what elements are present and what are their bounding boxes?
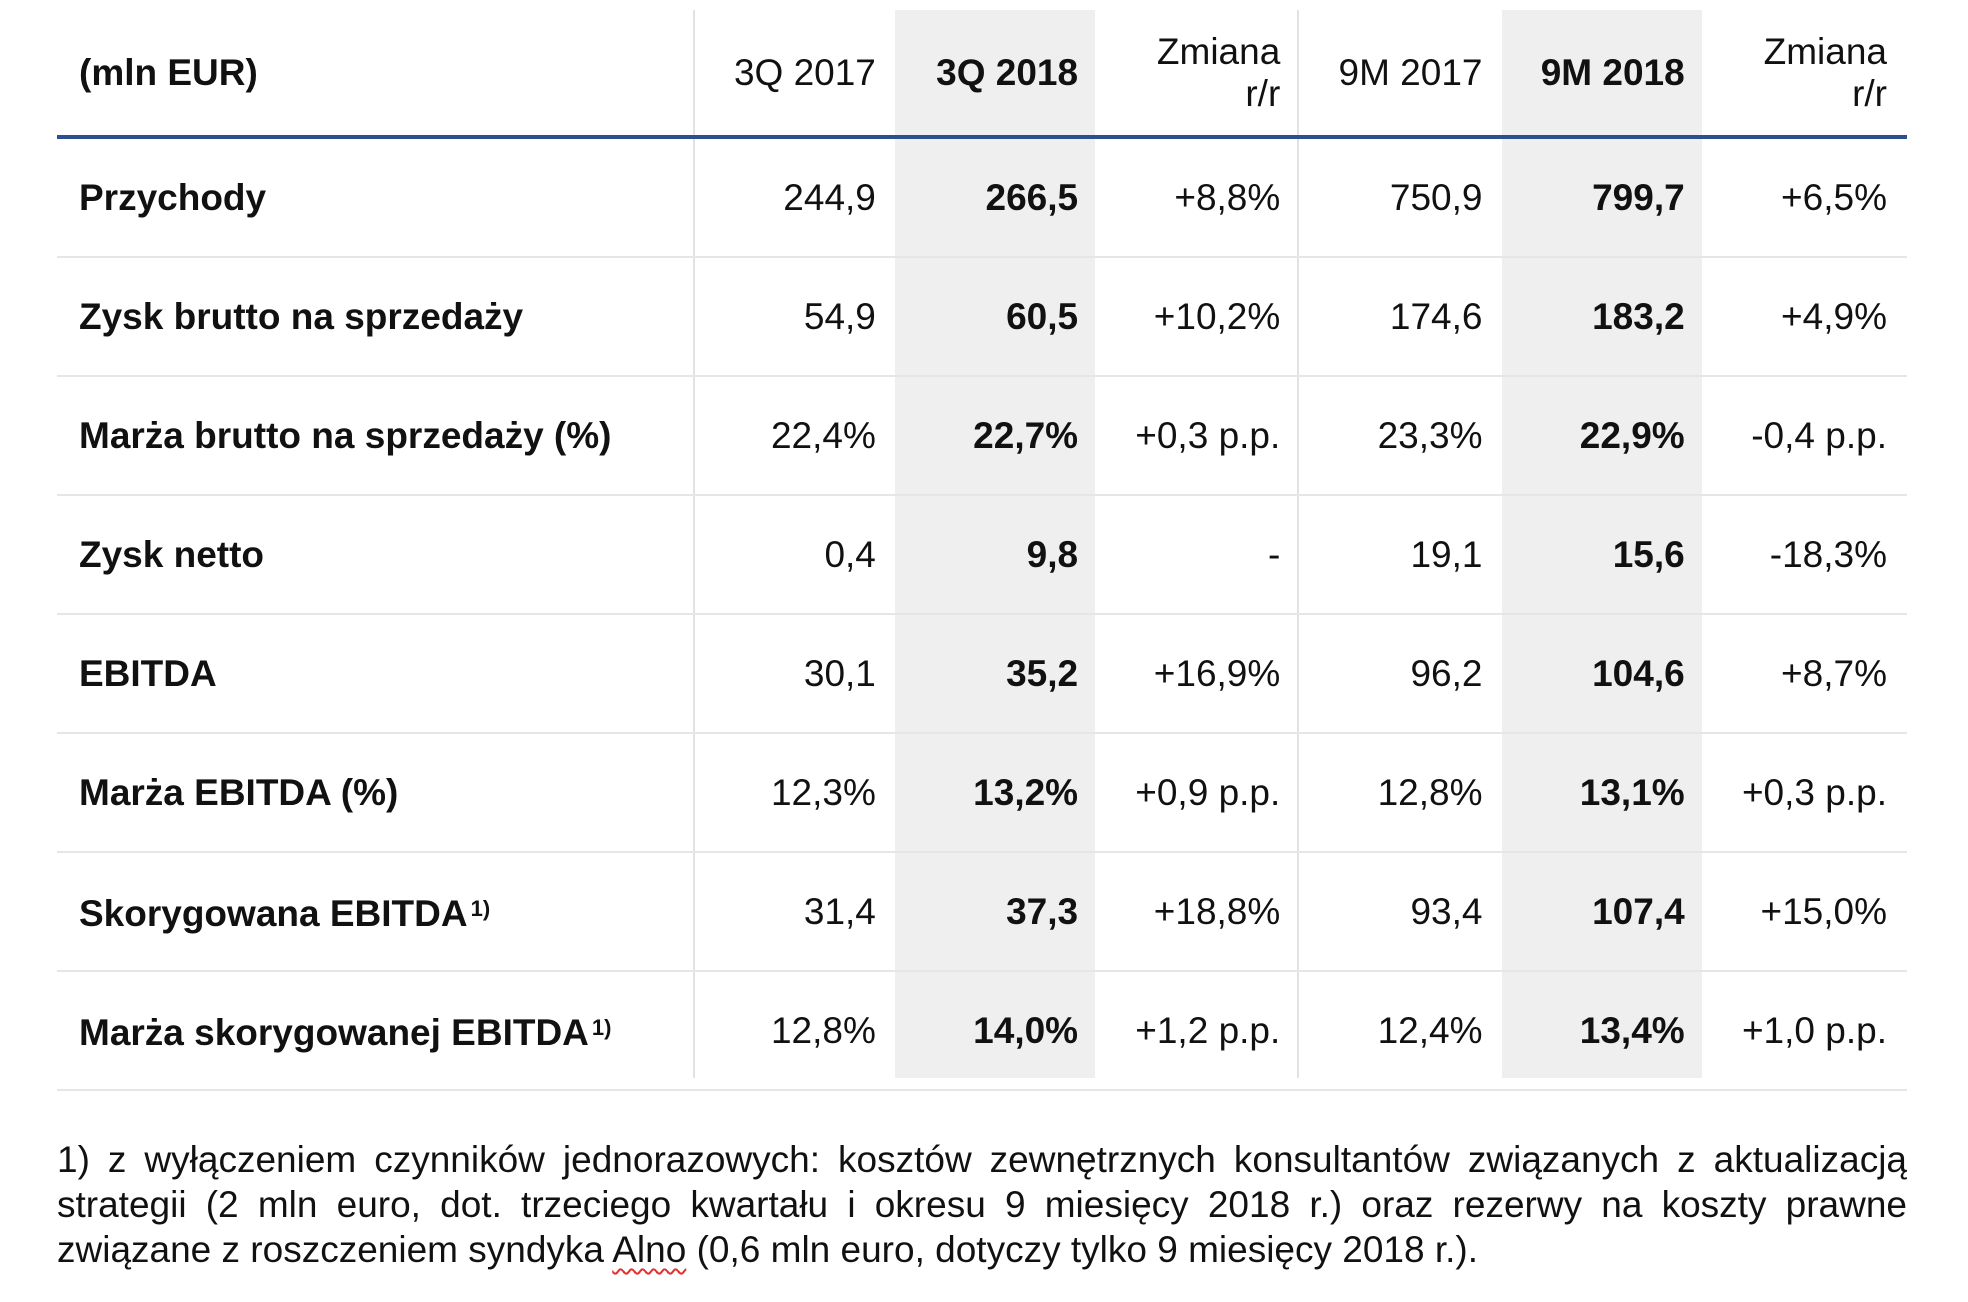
row-label: Zysk netto xyxy=(57,495,694,615)
footnote: 1) z wyłączeniem czynników jednorazowych… xyxy=(57,1137,1907,1272)
table-row: Marża brutto na sprzedaży (%) 22,4% 22,7… xyxy=(57,376,1907,496)
table-header: (mln EUR) 3Q 2017 3Q 2018 Zmiana r/r 9M … xyxy=(57,10,1907,139)
row-label-text: Marża EBITDA (%) xyxy=(79,771,399,813)
cell-quarter-change: +8,8% xyxy=(1098,137,1301,258)
header-nine-month-change: Zmiana r/r xyxy=(1704,10,1907,139)
cell-3q-2018: 13,2% xyxy=(895,733,1099,853)
cell-9m-2017: 19,1 xyxy=(1300,495,1503,615)
cell-3q-2017: 30,1 xyxy=(693,614,896,734)
cell-9m-2017: 96,2 xyxy=(1300,614,1503,734)
row-label: Skorygowana EBITDA 1) xyxy=(57,852,694,972)
cell-3q-2017: 244,9 xyxy=(693,137,896,258)
row-label-text: Zysk netto xyxy=(79,533,265,575)
footnote-text-before: 1) z wyłączeniem czynników jednorazowych… xyxy=(57,1139,1907,1270)
footnote-text-after: (0,6 mln euro, dotyczy tylko 9 miesięcy … xyxy=(686,1229,1479,1270)
cell-nine-month-change: +15,0% xyxy=(1704,852,1907,972)
row-label-text: Skorygowana EBITDA xyxy=(79,893,468,934)
header-unit-label: (mln EUR) xyxy=(57,10,694,139)
header-nine-month-change-line1: Zmiana xyxy=(1763,30,1887,72)
cell-9m-2017: 93,4 xyxy=(1300,852,1503,972)
footnote-marker: 1) xyxy=(591,1015,612,1040)
table-body: Przychody 244,9 266,5 +8,8% 750,9 799,7 … xyxy=(57,137,1907,1091)
header-3q-2017: 3Q 2017 xyxy=(693,10,896,139)
cell-nine-month-change: -0,4 p.p. xyxy=(1704,376,1907,496)
cell-9m-2017: 174,6 xyxy=(1300,257,1503,377)
cell-nine-month-change: +6,5% xyxy=(1704,137,1907,258)
cell-3q-2018: 37,3 xyxy=(895,852,1099,972)
header-quarter-change-line1: Zmiana xyxy=(1156,30,1281,72)
header-row: (mln EUR) 3Q 2017 3Q 2018 Zmiana r/r 9M … xyxy=(57,10,1907,139)
cell-nine-month-change: +1,0 p.p. xyxy=(1704,971,1907,1091)
cell-9m-2018: 107,4 xyxy=(1502,852,1705,972)
cell-3q-2017: 54,9 xyxy=(693,257,896,377)
cell-3q-2018: 60,5 xyxy=(895,257,1099,377)
row-label-text: EBITDA xyxy=(79,652,217,694)
table-row: EBITDA 30,1 35,2 +16,9% 96,2 104,6 +8,7% xyxy=(57,614,1907,734)
row-label: EBITDA xyxy=(57,614,694,734)
cell-3q-2018: 14,0% xyxy=(895,971,1099,1091)
financial-results-table: (mln EUR) 3Q 2017 3Q 2018 Zmiana r/r 9M … xyxy=(57,10,1907,1091)
cell-3q-2018: 9,8 xyxy=(895,495,1099,615)
cell-3q-2018: 22,7% xyxy=(895,376,1099,496)
cell-9m-2018: 22,9% xyxy=(1502,376,1705,496)
table-row: Zysk brutto na sprzedaży 54,9 60,5 +10,2… xyxy=(57,257,1907,377)
row-label-text: Marża brutto na sprzedaży (%) xyxy=(79,414,612,456)
cell-3q-2017: 22,4% xyxy=(693,376,896,496)
table-row: Zysk netto 0,4 9,8 - 19,1 15,6 -18,3% xyxy=(57,495,1907,615)
cell-quarter-change: +18,8% xyxy=(1098,852,1301,972)
table-row: Skorygowana EBITDA 1) 31,4 37,3 +18,8% 93… xyxy=(57,852,1907,972)
cell-quarter-change: +1,2 p.p. xyxy=(1098,971,1301,1091)
cell-9m-2017: 750,9 xyxy=(1300,137,1503,258)
cell-9m-2018: 13,4% xyxy=(1502,971,1705,1091)
cell-3q-2017: 0,4 xyxy=(693,495,896,615)
cell-quarter-change: +0,9 p.p. xyxy=(1098,733,1301,853)
cell-9m-2018: 183,2 xyxy=(1502,257,1705,377)
cell-quarter-change: +10,2% xyxy=(1098,257,1301,377)
row-label-text: Zysk brutto na sprzedaży xyxy=(79,295,524,337)
cell-9m-2017: 12,4% xyxy=(1300,971,1503,1091)
header-quarter-change: Zmiana r/r xyxy=(1098,10,1301,139)
spellcheck-flagged-word[interactable]: Alno xyxy=(612,1229,687,1270)
cell-quarter-change: +16,9% xyxy=(1098,614,1301,734)
table-row: Marża skorygowanej EBITDA 1) 12,8% 14,0% … xyxy=(57,971,1907,1091)
row-label: Zysk brutto na sprzedaży xyxy=(57,257,694,377)
cell-quarter-change: - xyxy=(1098,495,1301,615)
cell-nine-month-change: +8,7% xyxy=(1704,614,1907,734)
header-3q-2018: 3Q 2018 xyxy=(895,10,1099,139)
cell-quarter-change: +0,3 p.p. xyxy=(1098,376,1301,496)
row-label-text: Marża skorygowanej EBITDA xyxy=(79,1012,589,1053)
cell-nine-month-change: +0,3 p.p. xyxy=(1704,733,1907,853)
cell-9m-2017: 12,8% xyxy=(1300,733,1503,853)
cell-9m-2018: 13,1% xyxy=(1502,733,1705,853)
cell-3q-2018: 266,5 xyxy=(895,137,1099,258)
cell-9m-2018: 799,7 xyxy=(1502,137,1705,258)
row-label-text: Przychody xyxy=(79,176,267,218)
table-row: Przychody 244,9 266,5 +8,8% 750,9 799,7 … xyxy=(57,137,1907,258)
cell-nine-month-change: -18,3% xyxy=(1704,495,1907,615)
cell-3q-2018: 35,2 xyxy=(895,614,1099,734)
header-9m-2017: 9M 2017 xyxy=(1300,10,1503,139)
row-label: Marża skorygowanej EBITDA 1) xyxy=(57,971,694,1091)
cell-3q-2017: 12,3% xyxy=(693,733,896,853)
cell-nine-month-change: +4,9% xyxy=(1704,257,1907,377)
header-nine-month-change-line2: r/r xyxy=(1852,72,1887,114)
header-9m-2018: 9M 2018 xyxy=(1502,10,1705,139)
cell-9m-2018: 15,6 xyxy=(1502,495,1705,615)
row-label: Marża brutto na sprzedaży (%) xyxy=(57,376,694,496)
cell-3q-2017: 31,4 xyxy=(693,852,896,972)
row-label: Marża EBITDA (%) xyxy=(57,733,694,853)
row-label: Przychody xyxy=(57,137,694,258)
cell-9m-2017: 23,3% xyxy=(1300,376,1503,496)
cell-3q-2017: 12,8% xyxy=(693,971,896,1091)
footnote-marker: 1) xyxy=(470,896,491,921)
table-row: Marża EBITDA (%) 12,3% 13,2% +0,9 p.p. 1… xyxy=(57,733,1907,853)
header-quarter-change-line2: r/r xyxy=(1245,72,1281,114)
cell-9m-2018: 104,6 xyxy=(1502,614,1705,734)
